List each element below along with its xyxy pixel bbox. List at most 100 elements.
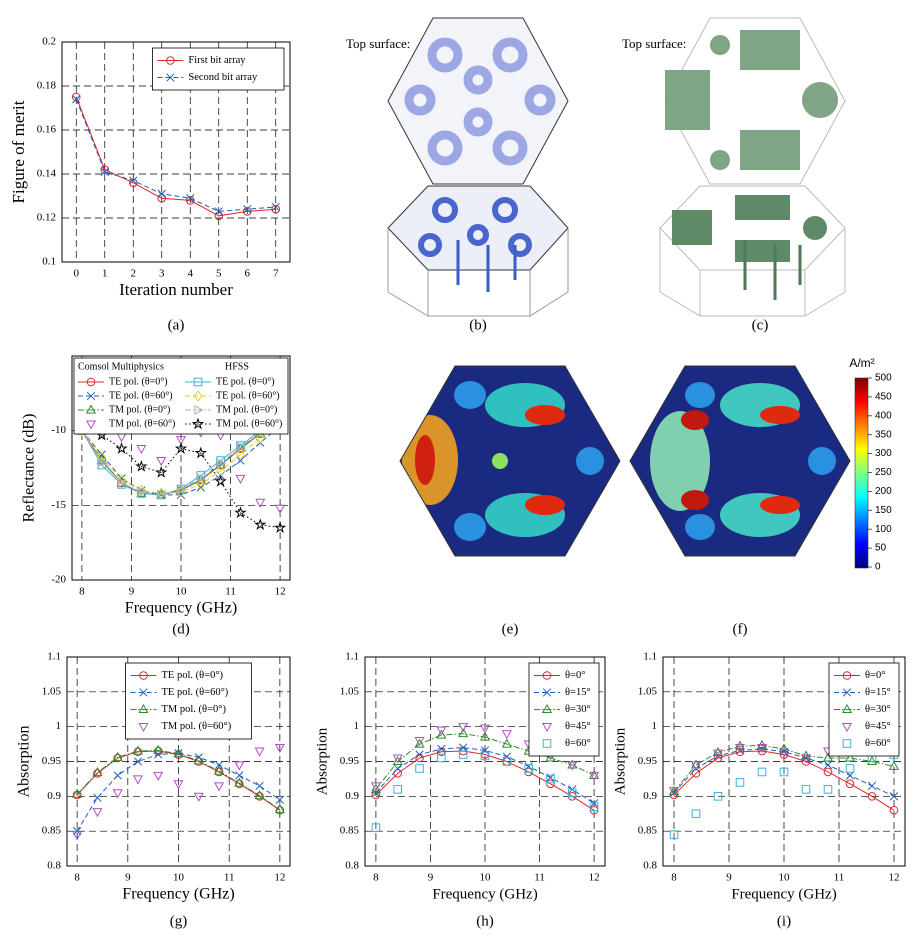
colorbar-tick-label: 100 [875, 524, 892, 535]
colorbar-tick-label: 300 [875, 448, 892, 459]
image-label: Top surface: [622, 36, 686, 51]
x-tick-label: 11 [225, 586, 236, 598]
x-tick-label: 11 [224, 872, 235, 884]
legend-label: TM pol. (θ=0°) [162, 704, 227, 715]
y-axis-label: Absorption [314, 727, 330, 795]
heatmap-f [630, 366, 850, 556]
x-tick-label: 12 [275, 586, 286, 598]
colorbar [855, 378, 868, 568]
caption: (e) [502, 621, 519, 637]
x-axis-label: Iteration number [119, 280, 233, 299]
legend-label: TM pol. (θ=60°) [216, 418, 282, 429]
legend-label: θ=60° [865, 738, 891, 749]
x-tick-label: 10 [173, 872, 185, 884]
caption: (d) [172, 621, 190, 637]
y-tick-label: 1.05 [638, 685, 658, 697]
y-tick-label: 0.16 [37, 124, 57, 136]
x-tick-label: 9 [726, 872, 732, 884]
colorbar-tick-label: 450 [875, 392, 892, 403]
y-tick-label: 0.9 [643, 790, 657, 802]
y-tick-label: 1 [354, 720, 360, 732]
x-tick-label: 11 [834, 872, 845, 884]
image-label: Top surface: [346, 36, 410, 51]
y-tick-label: 1.1 [47, 651, 61, 663]
x-tick-label: 5 [216, 268, 222, 280]
y-axis-label: Absorption [16, 726, 33, 798]
colorbar-tick-label: 250 [875, 467, 892, 478]
caption: (b) [469, 317, 487, 333]
y-tick-label: 0.1 [42, 256, 56, 268]
y-tick-label: -10 [51, 424, 66, 436]
heatmap-e [400, 366, 620, 556]
legend-label: TM pol. (θ=60°) [109, 418, 175, 429]
legend-label: Second bit array [188, 72, 258, 83]
legend-label: TE pol. (θ=60°) [216, 390, 280, 401]
y-tick-label: 1 [652, 720, 658, 732]
x-axis-label: Frequency (GHz) [731, 886, 836, 902]
x-axis-label: Frequency (GHz) [432, 886, 537, 902]
legend-group-title: HFSS [225, 361, 249, 372]
structure-c [660, 18, 845, 316]
y-tick-label: 0.12 [37, 212, 56, 224]
y-tick-label: 0.85 [638, 825, 658, 837]
y-tick-label: 0.85 [42, 825, 62, 837]
x-tick-label: 0 [74, 268, 80, 280]
legend-label: TM pol. (θ=0°) [109, 404, 170, 415]
legend-label: θ=0° [565, 670, 585, 681]
y-tick-label: 0.8 [345, 860, 359, 872]
legend-label: θ=30° [565, 704, 591, 715]
x-tick-label: 11 [534, 872, 545, 884]
x-tick-label: 6 [245, 268, 251, 280]
x-tick-label: 9 [125, 872, 131, 884]
colorbar-tick-label: 350 [875, 429, 892, 440]
legend-label: TM pol. (θ=60°) [162, 721, 232, 732]
legend-label: θ=30° [865, 704, 891, 715]
x-tick-label: 12 [274, 872, 285, 884]
y-tick-label: 0.14 [37, 168, 57, 180]
x-axis-label: Frequency (GHz) [125, 600, 237, 617]
y-tick-label: 0.8 [643, 860, 657, 872]
y-tick-label: -20 [51, 574, 66, 586]
legend-group-title: Comsol Multiphysics [78, 361, 164, 372]
colorbar-tick-label: 50 [875, 543, 887, 554]
legend-label: θ=45° [865, 721, 891, 732]
x-tick-label: 7 [273, 268, 279, 280]
legend-label: θ=0° [865, 670, 885, 681]
legend-label: TE pol. (θ=60°) [162, 687, 229, 698]
legend-label: θ=15° [565, 687, 591, 698]
y-tick-label: 0.95 [42, 755, 62, 767]
y-axis-label: Absorption [612, 727, 628, 795]
x-tick-label: 8 [74, 872, 80, 884]
legend-label: TE pol. (θ=0°) [109, 376, 168, 387]
legend-label: TE pol. (θ=60°) [109, 390, 173, 401]
y-axis-label: Reflectance (dB) [21, 414, 38, 523]
y-tick-label: 1.1 [345, 651, 359, 663]
colorbar-tick-label: 400 [875, 410, 892, 421]
x-tick-label: 1 [102, 268, 108, 280]
y-tick-label: 0.2 [42, 36, 56, 48]
x-axis-label: Frequency (GHz) [122, 886, 234, 903]
caption: (i) [777, 913, 791, 929]
caption: (g) [170, 913, 188, 929]
caption: (c) [752, 317, 769, 333]
x-tick-label: 9 [428, 872, 434, 884]
y-tick-label: 0.18 [37, 80, 57, 92]
x-tick-label: 12 [889, 872, 900, 884]
y-tick-label: 0.95 [638, 755, 658, 767]
legend-label: First bit array [188, 55, 246, 66]
colorbar-tick-label: 500 [875, 373, 892, 384]
y-tick-label: 0.9 [47, 790, 61, 802]
y-tick-label: 1.05 [42, 685, 62, 697]
y-tick-label: 0.9 [345, 790, 359, 802]
caption: (f) [733, 621, 748, 637]
figure: Top surface: Top surface: (b) (c) (e) (f… [0, 0, 913, 936]
legend-label: θ=15° [865, 687, 891, 698]
legend-label: TE pol. (θ=0°) [162, 670, 224, 681]
legend-label: TM pol. (θ=0°) [216, 404, 277, 415]
x-tick-label: 9 [129, 586, 135, 598]
caption: (a) [168, 317, 185, 333]
y-tick-label: -15 [51, 499, 66, 511]
structure-b [388, 18, 568, 316]
x-tick-label: 10 [176, 586, 188, 598]
y-tick-label: 0.85 [340, 825, 360, 837]
